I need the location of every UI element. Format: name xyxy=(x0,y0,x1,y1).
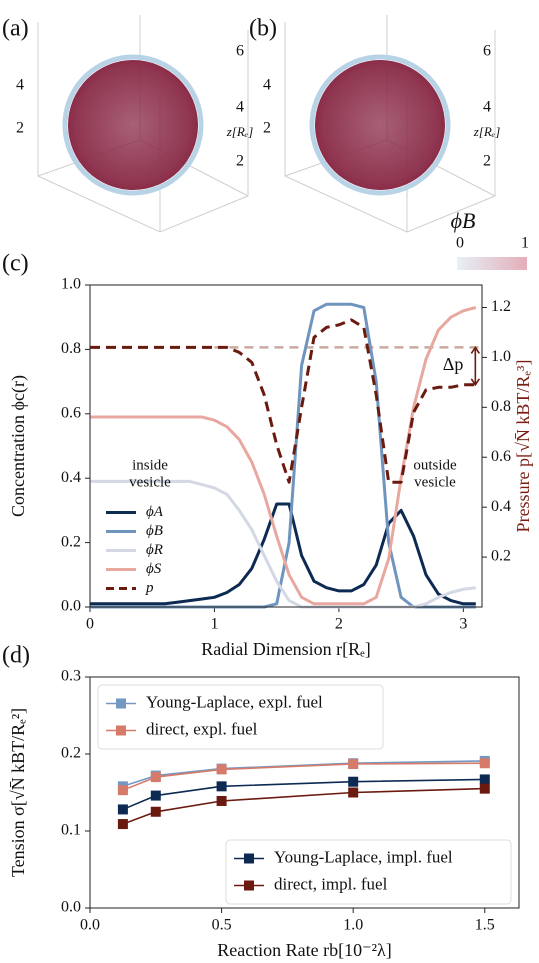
series-line xyxy=(90,502,476,606)
y2-tick-label: 0.8 xyxy=(491,398,511,415)
series-line xyxy=(122,787,485,825)
x-tick-label: 1.5 xyxy=(475,917,495,934)
colorbar-tick-label: 0 xyxy=(456,235,464,252)
legend-label: p xyxy=(145,580,154,596)
z-axis-label: z[Rₑ] xyxy=(226,124,254,139)
z-tick-label: 2 xyxy=(263,120,271,137)
marker xyxy=(216,764,227,775)
marker xyxy=(479,758,490,769)
y-tick-label: 0.2 xyxy=(61,745,81,762)
plot-frame xyxy=(89,284,483,608)
legend-label: Young-Laplace, impl. fuel xyxy=(274,847,453,866)
legend-marker xyxy=(244,853,254,864)
legend-label: ϕS xyxy=(146,561,162,577)
annotation: vesicle xyxy=(129,474,171,490)
x-tick-label: 0.0 xyxy=(80,917,100,934)
marker xyxy=(479,774,490,785)
y-tick-label: 0.6 xyxy=(61,404,81,421)
colorbar xyxy=(457,257,527,270)
colorbar-tick-label: 1 xyxy=(521,235,529,252)
x-tick-label: 3 xyxy=(459,616,467,633)
marker xyxy=(479,783,490,794)
z-tick-label: 6 xyxy=(483,43,491,60)
panel-label: (b) xyxy=(249,16,277,42)
y-tick-label: 0.0 xyxy=(61,598,81,615)
marker xyxy=(117,804,128,815)
y2-tick-label: 0.4 xyxy=(491,498,511,515)
y-tick-label: 0.3 xyxy=(61,668,81,685)
panel-label: (d) xyxy=(2,643,30,669)
legend-label: direct, expl. fuel xyxy=(146,719,258,738)
legend-label: Young-Laplace, expl. fuel xyxy=(146,692,323,711)
legend-marker xyxy=(116,725,126,736)
vesicle-rim xyxy=(62,54,204,196)
legend-marker xyxy=(116,698,126,709)
y-tick-label: 0.8 xyxy=(61,340,81,357)
y2-tick-label: 1.2 xyxy=(491,298,511,315)
x-axis-label: Reaction Rate rb[10⁻²λ] xyxy=(217,940,392,960)
marker xyxy=(150,790,161,801)
marker xyxy=(216,795,227,806)
x-tick-label: 1 xyxy=(210,616,218,633)
marker xyxy=(117,819,128,830)
series-line xyxy=(122,762,485,791)
series-line xyxy=(122,778,485,811)
annotation: inside xyxy=(132,457,168,473)
y2-axis-label: Pressure p[√N̄ kBT/Rₑ³] xyxy=(513,360,533,533)
z-tick-label: 4 xyxy=(483,99,491,116)
legend-frame xyxy=(225,839,512,905)
delta-arrow xyxy=(470,345,480,387)
y-tick-label: 1.0 xyxy=(61,276,81,293)
x-axis-label: Radial Dimension r[Rₑ] xyxy=(201,639,371,659)
delta-label: Δp xyxy=(443,354,464,374)
x-tick-label: 2 xyxy=(335,616,343,633)
series-line xyxy=(90,318,476,484)
x-tick-label: 0 xyxy=(86,616,94,633)
y-tick-label: 0.1 xyxy=(61,822,81,839)
vesicle xyxy=(315,60,445,190)
marker xyxy=(348,759,359,770)
colorbar-label: ϕB xyxy=(451,208,476,233)
y-axis-label: Concentration ϕc(r) xyxy=(8,375,29,517)
series-line xyxy=(90,306,477,606)
legend-marker xyxy=(244,880,254,891)
panel-label: (a) xyxy=(2,16,29,42)
marker xyxy=(150,806,161,817)
marker xyxy=(348,787,359,798)
plot-frame xyxy=(89,676,520,909)
z-tick-label: 4 xyxy=(236,99,244,116)
marker xyxy=(348,776,359,787)
legend-label: ϕR xyxy=(146,542,163,558)
y2-tick-label: 0.2 xyxy=(491,548,511,565)
marker xyxy=(117,785,128,796)
vesicle-rim xyxy=(309,54,451,196)
annotation: outside xyxy=(413,457,457,473)
z-tick-label: 2 xyxy=(236,153,244,170)
y2-tick-label: 1.0 xyxy=(491,348,511,365)
annotation: vesicle xyxy=(414,474,456,490)
y2-tick-label: 0.6 xyxy=(491,448,511,465)
vesicle xyxy=(68,60,198,190)
z-axis-label: z[Rₑ] xyxy=(473,124,501,139)
z-tick-label: 2 xyxy=(16,120,24,137)
panel-label: (c) xyxy=(2,251,29,277)
legend-label: ϕA xyxy=(146,504,164,520)
z-tick-label: 6 xyxy=(236,43,244,60)
marker xyxy=(150,772,161,783)
series-line xyxy=(122,760,485,788)
legend-frame xyxy=(97,684,384,750)
z-tick-label: 4 xyxy=(16,77,24,94)
z-tick-label: 4 xyxy=(263,77,271,94)
x-tick-label: 1.0 xyxy=(343,917,363,934)
z-tick-label: 2 xyxy=(483,153,491,170)
y-axis-label: Tension σ[√N̄ kBT/Rₑ²] xyxy=(8,708,28,877)
legend-label: ϕB xyxy=(146,523,163,539)
y-tick-label: 0.4 xyxy=(61,469,81,486)
marker xyxy=(216,781,227,792)
x-tick-label: 0.5 xyxy=(212,917,232,934)
legend-label: direct, impl. fuel xyxy=(274,874,388,893)
y-tick-label: 0.2 xyxy=(61,533,81,550)
y-tick-label: 0.0 xyxy=(61,899,81,916)
